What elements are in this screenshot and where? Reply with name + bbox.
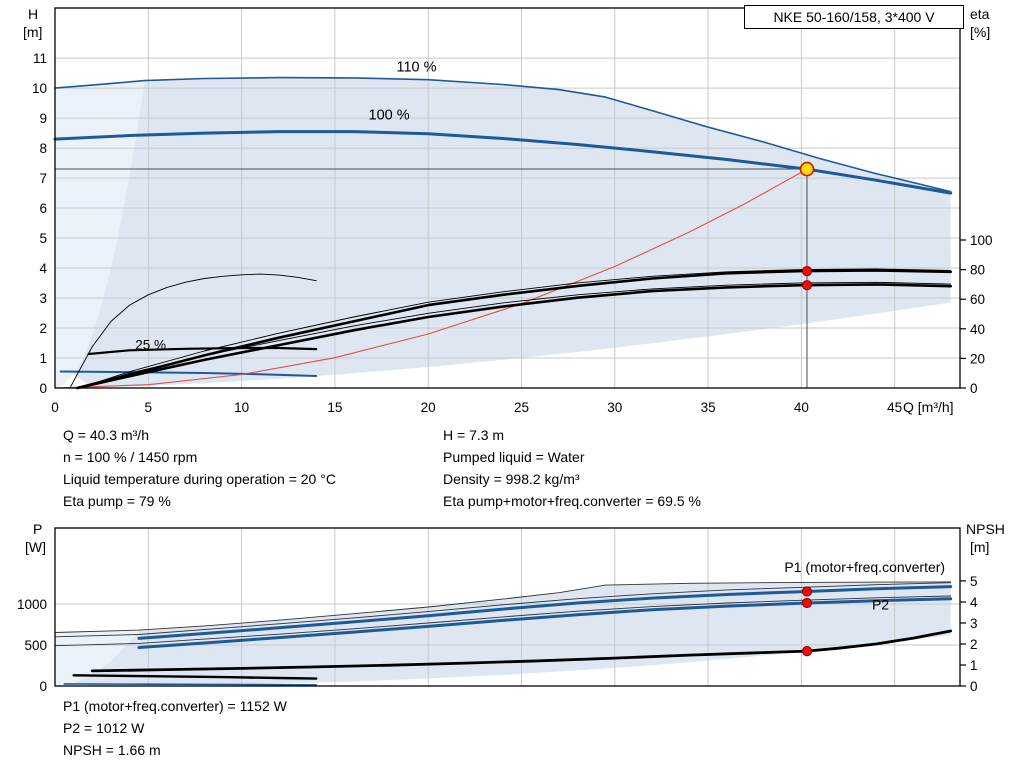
plot-frame xyxy=(54,527,961,687)
npsh-point xyxy=(801,646,813,657)
eta-axis-label: eta xyxy=(970,6,990,22)
curve-label: 100 % xyxy=(369,108,410,124)
info-eta-pump: Eta pump = 79 % xyxy=(63,493,171,509)
svg-text:10: 10 xyxy=(32,81,47,96)
system-curve xyxy=(54,168,808,389)
svg-text:1: 1 xyxy=(970,658,978,673)
envelope xyxy=(73,581,951,686)
svg-text:5: 5 xyxy=(39,231,47,246)
info-p2: P2 = 1012 W xyxy=(63,720,145,736)
svg-text:9: 9 xyxy=(39,111,47,126)
eta-total-point xyxy=(801,280,813,291)
svg-text:25: 25 xyxy=(514,400,529,415)
svg-text:80: 80 xyxy=(970,263,985,278)
curve-label: 110 % xyxy=(397,60,437,76)
p2-point xyxy=(801,597,813,609)
svg-text:500: 500 xyxy=(24,638,47,653)
svg-text:45: 45 xyxy=(887,400,902,415)
power-npsh-chart: 0 500 1000 0 1 2 3 4 5 P1 (motor+freq.converter) P… xyxy=(17,527,978,694)
npsh-axis-unit: [m] xyxy=(970,539,990,555)
svg-text:5: 5 xyxy=(145,400,153,415)
svg-text:6: 6 xyxy=(39,201,47,216)
svg-text:4: 4 xyxy=(970,595,978,610)
info-density: Density = 998.2 kg/m³ xyxy=(443,471,580,487)
svg-text:0: 0 xyxy=(51,400,59,415)
pump-title-box: NKE 50-160/158, 3*400 V xyxy=(744,5,964,29)
eta-pump-thin xyxy=(78,268,952,389)
svg-text:15: 15 xyxy=(327,400,342,415)
svg-text:35: 35 xyxy=(701,400,716,415)
info-p1: P1 (motor+freq.converter) = 1152 W xyxy=(63,698,287,714)
eta-pump-25pct xyxy=(69,273,317,389)
svg-text:4: 4 xyxy=(39,261,47,276)
curve-p1 xyxy=(137,585,953,640)
svg-text:40: 40 xyxy=(970,322,985,337)
axis-ticks: 0 500 1000 0 1 2 3 4 5 xyxy=(17,574,978,694)
svg-text:11: 11 xyxy=(33,51,47,66)
info-head: H = 7.3 m xyxy=(443,427,505,443)
svg-text:2: 2 xyxy=(970,637,978,652)
svg-text:0: 0 xyxy=(970,381,978,396)
svg-text:3: 3 xyxy=(970,616,978,631)
p1-point xyxy=(801,586,813,597)
curve-label: 25 % xyxy=(135,338,166,353)
svg-text:0: 0 xyxy=(970,679,978,694)
curve-npsh xyxy=(90,629,953,673)
eta-total-25pct xyxy=(87,346,318,356)
envelope-light xyxy=(55,80,145,388)
svg-text:1: 1 xyxy=(39,351,47,366)
svg-text:3: 3 xyxy=(39,291,47,306)
curve-label: P1 (motor+freq.converter) xyxy=(784,559,945,575)
p2-25pct xyxy=(63,683,317,686)
svg-text:5: 5 xyxy=(970,574,978,589)
curve-p2 xyxy=(137,597,953,649)
svg-text:7: 7 xyxy=(39,171,47,186)
eta-pump xyxy=(76,269,952,390)
plot-frame xyxy=(54,7,961,389)
eta-pump-point xyxy=(801,266,813,277)
svg-text:20: 20 xyxy=(970,351,985,366)
curve-label: P2 xyxy=(872,597,889,613)
p1-upper-thin xyxy=(54,581,952,633)
info-liquid-temp: Liquid temperature during operation = 20… xyxy=(63,471,336,487)
svg-text:10: 10 xyxy=(234,400,249,415)
svg-text:0: 0 xyxy=(39,679,47,694)
h-axis-unit: [m] xyxy=(23,24,43,40)
svg-text:0: 0 xyxy=(39,381,47,396)
svg-text:30: 30 xyxy=(607,400,622,415)
info-speed: n = 100 % / 1450 rpm xyxy=(63,449,198,465)
info-npsh: NPSH = 1.66 m xyxy=(63,742,161,758)
p-axis-label: P xyxy=(33,521,43,537)
svg-text:8: 8 xyxy=(39,141,47,156)
curve-25pct xyxy=(59,370,318,377)
svg-text:20: 20 xyxy=(421,400,436,415)
svg-text:2: 2 xyxy=(39,321,47,336)
info-eta-total: Eta pump+motor+freq.converter = 69.5 % xyxy=(443,493,701,509)
h-axis-label: H xyxy=(28,6,39,22)
eta-axis-unit: [%] xyxy=(970,24,991,40)
envelope xyxy=(73,77,951,388)
svg-text:40: 40 xyxy=(794,400,809,415)
p-axis-unit: [W] xyxy=(25,539,46,555)
curve-110pct xyxy=(54,76,952,193)
operating-point xyxy=(799,161,815,177)
npsh-axis-label: NPSH xyxy=(966,521,1005,537)
svg-text:1000: 1000 xyxy=(17,597,47,612)
info-flow: Q = 40.3 m³/h xyxy=(63,427,149,443)
svg-text:60: 60 xyxy=(970,292,985,307)
eta-total xyxy=(76,283,952,390)
p1-25pct xyxy=(72,674,318,680)
info-pumped-liquid: Pumped liquid = Water xyxy=(443,449,585,465)
svg-text:100: 100 xyxy=(970,233,993,248)
q-axis-label: Q [m³/h] xyxy=(903,399,954,415)
